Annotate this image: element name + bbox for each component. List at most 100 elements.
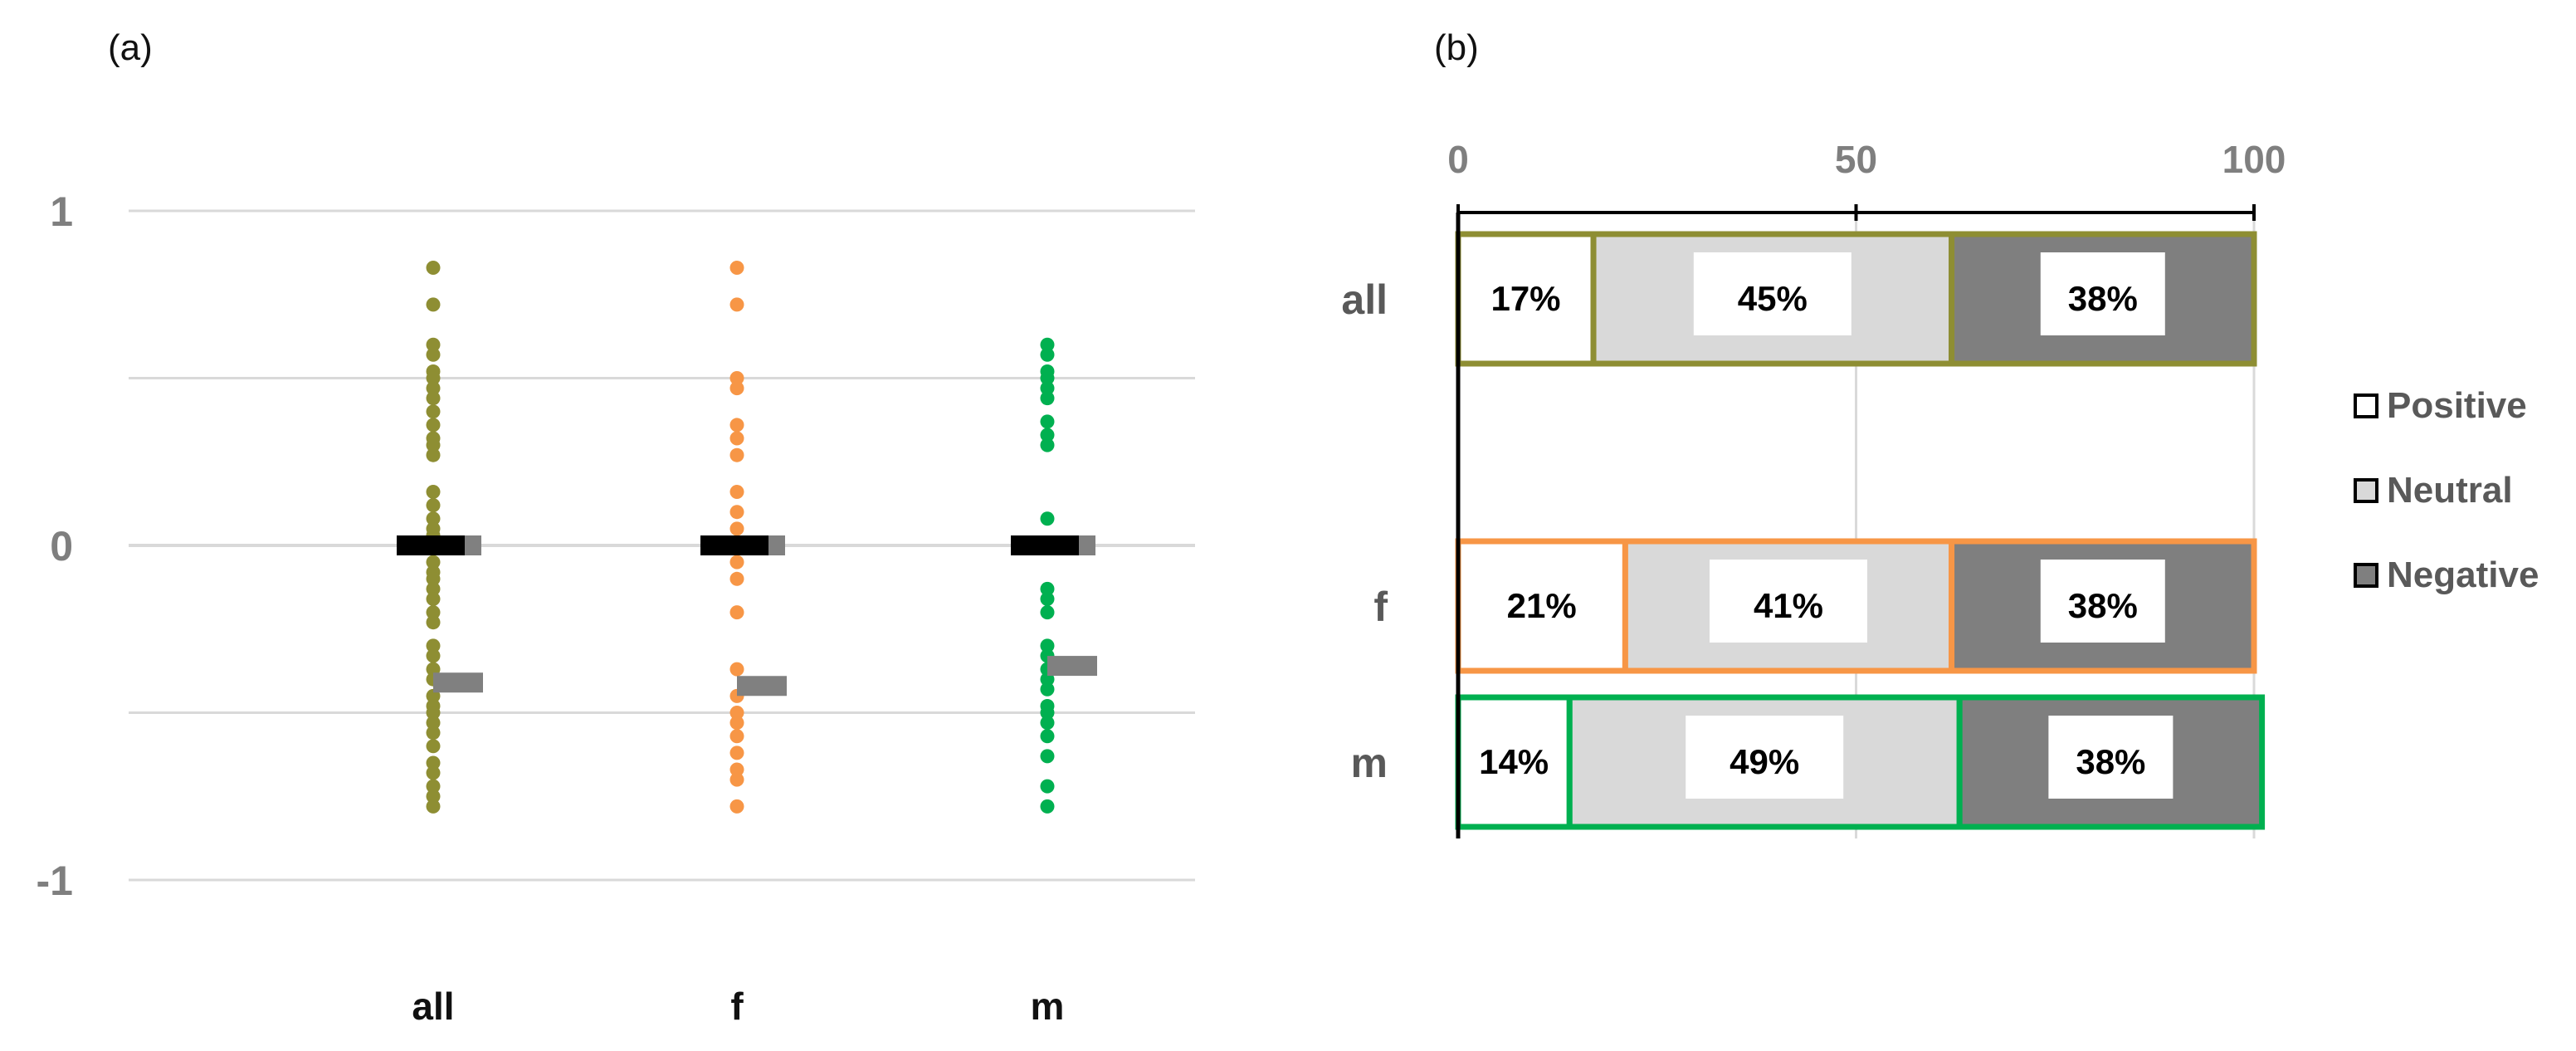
data-point-m	[1040, 414, 1055, 429]
data-point-f	[729, 745, 744, 760]
data-point-all	[426, 789, 441, 804]
data-point-m	[1040, 337, 1055, 352]
legend-label-neutral: Neutral	[2387, 470, 2513, 511]
data-point-all	[426, 779, 441, 794]
data-point-all	[426, 591, 441, 606]
data-point-all	[426, 755, 441, 770]
data-point-all	[426, 726, 441, 741]
data-point-f	[729, 297, 744, 312]
data-point-all	[426, 511, 441, 526]
mean-bar-m	[1011, 535, 1079, 555]
data-point-all	[426, 261, 441, 276]
data-point-m	[1040, 706, 1055, 720]
data-point-f	[729, 799, 744, 814]
mean-bar-all	[397, 535, 465, 555]
data-point-f	[729, 485, 744, 500]
data-point-f	[729, 418, 744, 433]
data-point-m	[1040, 638, 1055, 653]
data-label-negative-f: 38%	[2068, 586, 2138, 625]
legend: Positive Neutral Negative	[2354, 385, 2539, 595]
data-point-all	[426, 716, 441, 731]
data-point-m	[1040, 438, 1055, 452]
data-label-box	[2040, 252, 2165, 335]
data-point-all	[426, 418, 441, 433]
data-point-f	[729, 371, 744, 385]
data-point-m	[1040, 682, 1055, 697]
data-point-f	[729, 762, 744, 777]
data-point-all	[426, 297, 441, 312]
x-tick-label: 50	[1835, 138, 1877, 181]
data-label-neutral-m: 49%	[1730, 742, 1799, 781]
data-point-m	[1040, 391, 1055, 406]
data-point-all	[426, 337, 441, 352]
data-label-negative-m: 38%	[2076, 742, 2145, 781]
legend-swatch-negative	[2354, 563, 2378, 588]
legend-label-negative: Negative	[2387, 555, 2539, 595]
data-point-f	[729, 261, 744, 276]
median-bar-all	[433, 672, 483, 693]
data-point-m	[1040, 581, 1055, 596]
data-point-all	[426, 765, 441, 780]
data-label-positive-m: 14%	[1479, 742, 1549, 781]
data-point-all	[426, 555, 441, 569]
data-point-all	[426, 799, 441, 814]
data-label-neutral-all: 45%	[1738, 279, 1808, 318]
x-category-label: f	[730, 985, 744, 1028]
data-point-f	[729, 605, 744, 620]
y-tick-label: 0	[50, 523, 73, 569]
panel-a-label: (a)	[108, 27, 153, 68]
data-point-all	[426, 638, 441, 653]
y-tick-label: 1	[50, 188, 73, 235]
data-point-all	[426, 347, 441, 362]
data-point-all	[426, 371, 441, 385]
data-label-negative-all: 38%	[2068, 279, 2138, 318]
data-label-box	[1686, 716, 1844, 799]
data-point-all	[426, 381, 441, 396]
data-point-all	[426, 581, 441, 596]
data-point-m	[1040, 371, 1055, 385]
data-point-f	[729, 772, 744, 787]
x-tick-label: 100	[2222, 138, 2286, 181]
data-point-all	[426, 391, 441, 406]
data-point-m	[1040, 381, 1055, 396]
data-point-all	[426, 438, 441, 452]
data-label-box	[2048, 716, 2174, 799]
data-point-f	[729, 521, 744, 536]
data-point-all	[426, 648, 441, 663]
data-point-f	[729, 381, 744, 396]
data-point-f	[729, 555, 744, 569]
y-category-label: m	[1351, 740, 1388, 786]
data-point-f	[729, 716, 744, 731]
data-point-f	[729, 505, 744, 520]
data-label-box	[2040, 560, 2165, 643]
data-point-all	[426, 739, 441, 754]
data-point-m	[1040, 729, 1055, 744]
mean-bar-f	[700, 535, 768, 555]
median-bar-f	[737, 676, 787, 697]
panel-b-label: (b)	[1434, 27, 1479, 68]
data-point-m	[1040, 605, 1055, 620]
data-point-f	[729, 431, 744, 446]
x-tick-label: 0	[1447, 138, 1469, 181]
data-point-f	[729, 447, 744, 462]
data-point-m	[1040, 591, 1055, 606]
data-point-f	[729, 571, 744, 586]
panel-b-stacked-bar: 0 50 100 17% 45% 38% all 21% 41% 38% f 14% 49% 38% m	[1341, 138, 2286, 838]
data-point-f	[729, 662, 744, 677]
data-point-f	[729, 729, 744, 744]
data-point-all	[426, 485, 441, 500]
data-label-box	[1709, 560, 1867, 643]
data-point-m	[1040, 779, 1055, 794]
legend-swatch-positive	[2354, 394, 2378, 418]
data-point-m	[1040, 347, 1055, 362]
data-point-all	[426, 447, 441, 462]
y-category-label: all	[1341, 276, 1388, 323]
median-bar-m	[1047, 656, 1097, 677]
data-point-all	[426, 571, 441, 586]
legend-label-positive: Positive	[2387, 385, 2527, 426]
data-label-box	[1693, 252, 1852, 335]
data-point-m	[1040, 749, 1055, 764]
data-point-m	[1040, 511, 1055, 526]
data-label-positive-all: 17%	[1490, 279, 1560, 318]
data-point-all	[426, 498, 441, 513]
